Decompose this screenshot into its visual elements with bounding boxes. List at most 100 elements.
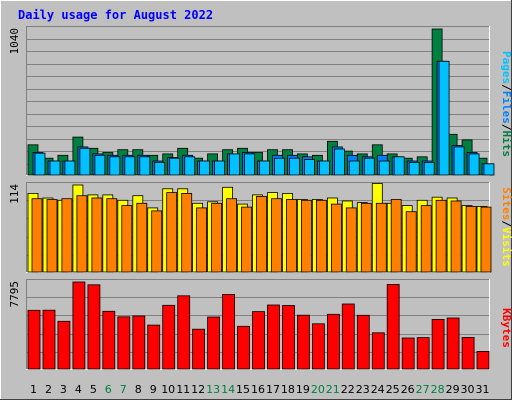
bar-sites-day-31 — [480, 206, 492, 273]
bar-pages-day-25 — [393, 156, 405, 176]
bar-kbytes-day-12 — [192, 328, 206, 370]
x-tick-label-day-28: 28 — [431, 383, 445, 396]
bar-sites-day-1 — [31, 198, 43, 273]
x-tick-label-day-1: 1 — [30, 383, 37, 396]
x-tick-label-day-9: 9 — [150, 383, 157, 396]
bar-sites-day-10 — [166, 192, 178, 273]
legend-entry-pages: Pages — [500, 51, 512, 84]
bar-pages-day-21 — [333, 148, 345, 176]
bar-kbytes-day-29 — [446, 317, 460, 370]
panel-3: 7795 KBytes — [8, 279, 512, 370]
x-tick-label-day-24: 24 — [371, 383, 385, 396]
legend-entry-sites: Sites — [500, 187, 512, 220]
bar-kbytes-day-28 — [431, 318, 445, 370]
bar-pages-day-29 — [453, 146, 465, 176]
bar-pages-day-9 — [154, 161, 166, 176]
bar-sites-day-22 — [345, 207, 357, 273]
x-tick-label-day-21: 21 — [326, 383, 340, 396]
y-max-label-3: 7795 — [8, 281, 21, 308]
bar-sites-day-28 — [435, 199, 447, 273]
x-tick-label-day-29: 29 — [446, 383, 460, 396]
bar-kbytes-day-16 — [252, 311, 265, 370]
bar-pages-day-1 — [34, 152, 46, 176]
legend-entry-kbytes: KBytes — [500, 308, 512, 348]
bar-kbytes-day-1 — [27, 309, 41, 370]
bar-kbytes-day-27 — [416, 337, 430, 370]
x-tick-label-day-14: 14 — [221, 383, 235, 396]
bar-kbytes-day-14 — [222, 293, 236, 370]
bar-sites-day-20 — [315, 199, 327, 273]
bar-pages-day-26 — [408, 161, 420, 176]
bar-sites-day-13 — [211, 202, 223, 273]
bar-pages-day-7 — [124, 156, 136, 176]
bar-pages-day-4 — [79, 147, 91, 176]
bar-pages-day-6 — [109, 156, 121, 176]
bar-sites-day-3 — [61, 198, 73, 273]
x-tick-label-day-22: 22 — [341, 383, 355, 396]
chart-title: Daily usage for August 2022 — [18, 8, 213, 22]
bar-sites-day-21 — [330, 203, 342, 273]
bar-kbytes-day-26 — [401, 337, 415, 370]
bar-sites-day-5 — [91, 197, 103, 273]
bar-pages-day-17 — [274, 157, 285, 176]
bar-pages-day-10 — [169, 157, 181, 176]
legend-3: KBytes — [500, 308, 512, 348]
x-tick-label-day-16: 16 — [251, 383, 265, 396]
bar-sites-day-8 — [136, 202, 148, 273]
x-tick-label-day-4: 4 — [75, 383, 82, 396]
bar-pages-day-11 — [184, 156, 196, 176]
x-tick-label-day-6: 6 — [105, 383, 112, 396]
bar-pages-day-16 — [259, 160, 270, 176]
bar-sites-day-25 — [390, 199, 402, 273]
bar-sites-day-16 — [256, 195, 267, 273]
bar-sites-day-9 — [151, 210, 163, 273]
bar-kbytes-day-13 — [207, 316, 221, 370]
bar-kbytes-day-18 — [282, 305, 295, 370]
legend-separator: / — [500, 220, 512, 227]
bar-sites-day-4 — [76, 195, 88, 273]
bar-sites-day-18 — [286, 199, 297, 273]
bar-kbytes-day-17 — [267, 304, 280, 370]
bar-sites-day-19 — [300, 199, 312, 273]
x-tick-label-day-23: 23 — [356, 383, 370, 396]
bar-pages-day-2 — [49, 160, 61, 176]
bar-pages-day-31 — [483, 163, 495, 176]
x-tick-label-day-11: 11 — [176, 383, 190, 396]
x-axis-day-labels: 1 2 3 4 5 6 7 8 9 10 11 12 13 14 15 16 17 18 19 20 21 22 23 24 2… — [30, 383, 490, 396]
x-tick-label-day-13: 13 — [206, 383, 220, 396]
legend-entry-files: Files — [500, 91, 512, 124]
bar-kbytes-day-2 — [42, 309, 56, 370]
bar-kbytes-day-31 — [476, 350, 490, 370]
bar-sites-day-26 — [405, 211, 417, 273]
bar-kbytes-day-25 — [386, 284, 400, 370]
x-tick-label-day-12: 12 — [191, 383, 205, 396]
bar-pages-day-30 — [468, 153, 480, 176]
bar-sites-day-15 — [241, 206, 252, 273]
bar-sites-day-29 — [450, 200, 462, 273]
x-tick-label-day-10: 10 — [161, 383, 175, 396]
bar-pages-day-20 — [318, 160, 330, 176]
bar-kbytes-day-23 — [356, 314, 370, 370]
bar-kbytes-day-11 — [177, 295, 191, 370]
bar-kbytes-day-15 — [237, 325, 250, 370]
panel-2: 114 Sites/Visits — [8, 182, 512, 273]
x-tick-label-day-7: 7 — [120, 383, 127, 396]
x-tick-label-day-5: 5 — [90, 383, 97, 396]
bar-sites-day-6 — [106, 198, 118, 273]
x-tick-label-day-3: 3 — [60, 383, 67, 396]
bar-pages-day-22 — [348, 160, 360, 176]
bar-kbytes-day-22 — [341, 303, 355, 370]
y-max-label-2: 114 — [8, 184, 21, 204]
bar-pages-day-8 — [139, 156, 151, 176]
bar-kbytes-day-6 — [102, 310, 116, 370]
x-tick-label-day-15: 15 — [236, 383, 250, 396]
bar-sites-day-11 — [181, 192, 193, 273]
bar-sites-day-23 — [360, 202, 372, 273]
bar-pages-day-19 — [303, 159, 315, 176]
y-max-label-1: 1040 — [8, 28, 21, 55]
bar-kbytes-day-30 — [461, 336, 475, 370]
